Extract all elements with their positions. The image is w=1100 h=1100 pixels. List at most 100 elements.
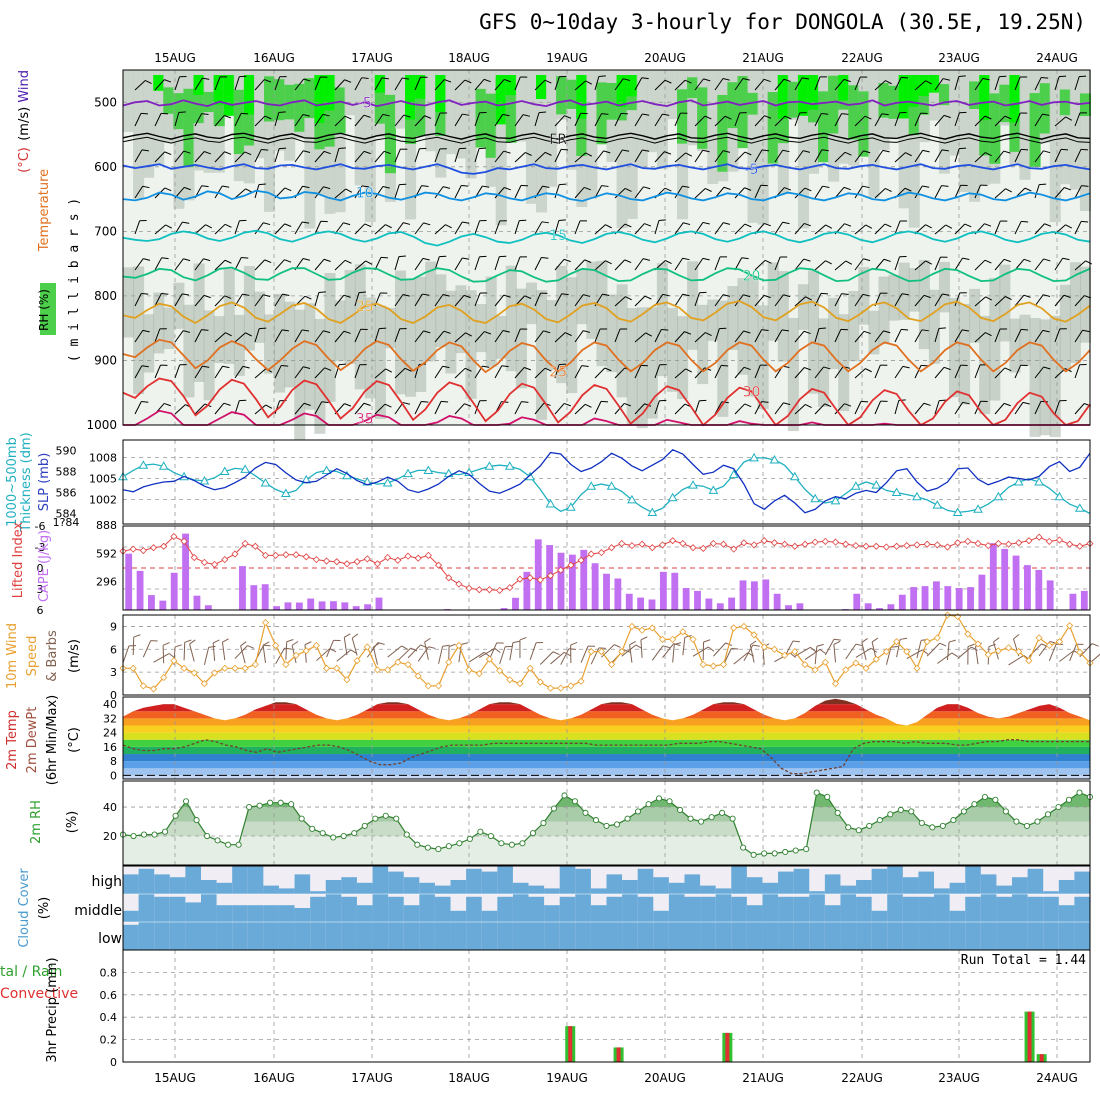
thickness-point: [912, 491, 922, 501]
label-millibars: ( m i l l i b a r s ): [67, 198, 82, 362]
cloud-cell-high: [559, 866, 576, 894]
cloud-cell-low: [123, 924, 140, 950]
wind-barb-feather: [761, 401, 769, 403]
rh-point: [393, 815, 400, 822]
wind-barb: [774, 78, 785, 91]
wind-barb: [134, 293, 142, 307]
rh-band-upper: [304, 70, 316, 229]
temperature-contour: [122, 300, 1091, 325]
surface-wind-barb-feather: [162, 642, 170, 646]
wind-barb-feather: [361, 77, 369, 80]
top-date-label: 22AUG: [841, 51, 883, 65]
wind-barb-feather: [941, 185, 949, 187]
li-point: [821, 537, 829, 545]
wind-barb-feather: [1059, 75, 1067, 78]
temp-color-band: [123, 718, 1090, 726]
bottom-date-label: 20AUG: [644, 1071, 686, 1085]
wind-barb-feather: [504, 78, 511, 83]
li-point: [1015, 539, 1023, 547]
surface-wind-barb-feather: [855, 643, 863, 647]
wind-barb: [534, 402, 545, 415]
wind-barb-feather: [263, 294, 271, 298]
wind-barb: [814, 185, 823, 199]
cloud-cell-low: [575, 922, 592, 950]
wind-barb: [834, 79, 845, 91]
wind-barb: [874, 400, 882, 415]
li-point: [648, 544, 656, 552]
thickness-point: [1074, 503, 1085, 512]
li-point: [323, 557, 331, 565]
panel-frame: [122, 439, 1091, 525]
wind-barb-feather: [161, 293, 169, 295]
rh-band-green: [908, 82, 920, 136]
surface-wind-barb: [351, 637, 358, 656]
label-slp: SLP (mb): [37, 453, 52, 512]
rh-band-lower: [233, 314, 245, 376]
wind-barb: [134, 365, 143, 379]
wind-barb: [834, 403, 845, 415]
wind-barb: [634, 149, 643, 163]
wind-barb: [694, 258, 704, 271]
surface-wind-barb-feather: [564, 651, 571, 657]
cloud-cell-middle: [434, 896, 452, 922]
rh-band-upper: [364, 70, 376, 223]
wind-barb: [554, 403, 565, 415]
rh-band-green: [203, 91, 215, 113]
wind-barb: [634, 113, 643, 127]
surface-wind-barb-feather: [635, 644, 643, 649]
wind-barb: [274, 148, 280, 163]
wind-barb: [414, 115, 425, 127]
wind-speed-point: [750, 631, 758, 639]
wind-barb-feather: [443, 186, 451, 189]
wind-barb-feather: [884, 223, 892, 228]
rh-point: [403, 831, 410, 838]
wind-speed-point: [251, 660, 259, 669]
wind-barb: [1054, 116, 1066, 127]
li-point: [211, 560, 219, 569]
cloud-cell-low: [310, 922, 327, 950]
temp-color-band: [123, 698, 1090, 705]
cape-bar: [648, 599, 656, 610]
rh-band-lower: [193, 263, 205, 382]
wind-barb: [614, 328, 621, 343]
surface-wind-barb: [240, 645, 246, 664]
cloud-cell-high: [778, 871, 795, 894]
label-cape: CAPE (J/kg): [37, 530, 52, 602]
wind-barb-feather: [958, 75, 966, 78]
wind-barb-feather: [1043, 150, 1051, 154]
wind-barb-feather: [784, 187, 792, 191]
wind-barb-feather: [843, 186, 851, 191]
wind-barb: [234, 113, 242, 127]
wind-barb: [354, 260, 366, 271]
wind-barb: [314, 76, 321, 91]
rh-band-upper: [747, 70, 759, 223]
wind-speed-point: [821, 658, 829, 666]
rh-band-lower: [1009, 318, 1021, 373]
rh-band-lower: [646, 307, 658, 419]
rh-point: [456, 840, 463, 847]
wind-barb-feather: [1003, 402, 1011, 407]
rh-point: [1055, 804, 1062, 811]
wind-speed-point: [373, 666, 382, 674]
wind-barb-feather: [684, 79, 692, 84]
wind-barb: [894, 329, 902, 343]
rh-band-upper: [938, 70, 950, 174]
wind-barb: [934, 78, 944, 91]
surface-wind-barb-feather: [184, 639, 192, 643]
wind-barb: [714, 78, 724, 91]
rh-band-lower: [626, 307, 638, 425]
li-point: [913, 541, 921, 549]
wind-barb-feather: [624, 223, 632, 228]
wind-barb: [454, 332, 466, 343]
cloud-cell-low: [1058, 922, 1075, 950]
wind-barb: [794, 330, 805, 343]
surface-wind-barb-feather: [168, 653, 175, 659]
wind-barb-feather: [820, 292, 829, 295]
surface-wind-barb: [162, 645, 165, 664]
label-thickness-1: 1000~500mb: [5, 437, 20, 527]
rh-band-upper: [264, 70, 276, 212]
rh-band-upper: [253, 70, 266, 159]
wind-barb: [294, 150, 304, 163]
